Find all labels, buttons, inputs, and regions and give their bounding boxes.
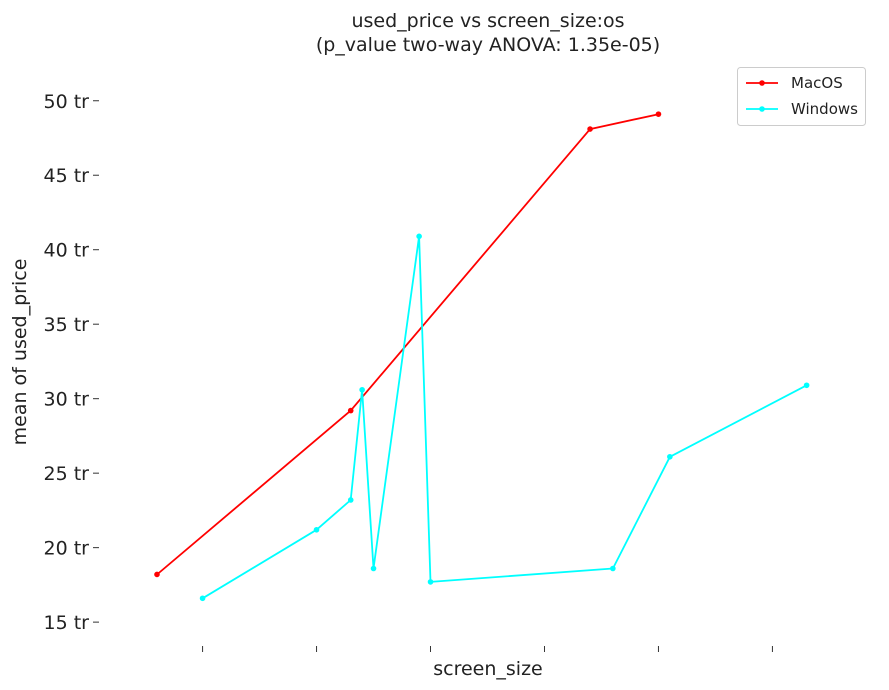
y-tick-label: 20 tr xyxy=(44,538,90,560)
data-point-windows xyxy=(199,595,206,602)
y-tick-label: 35 tr xyxy=(44,314,90,336)
chart-title: used_price vs screen_size:os xyxy=(351,10,624,32)
x-axis xyxy=(202,646,773,652)
legend-marker-macos xyxy=(759,80,765,86)
data-point-windows xyxy=(313,526,320,533)
y-tick-label: 15 tr xyxy=(44,612,90,634)
series-windows xyxy=(199,233,810,602)
data-point-windows xyxy=(370,565,377,572)
data-point-macos xyxy=(347,407,354,414)
y-tick-label: 50 tr xyxy=(44,91,90,113)
y-tick-label: 45 tr xyxy=(44,165,90,187)
data-point-windows xyxy=(359,386,365,393)
x-axis-label: screen_size xyxy=(433,658,543,680)
data-point-windows xyxy=(416,233,422,240)
data-point-windows xyxy=(427,579,434,585)
legend-label-macos: MacOS xyxy=(791,74,843,92)
series-macos xyxy=(154,111,662,578)
y-tick-label: 30 tr xyxy=(44,389,90,411)
y-tick-label: 40 tr xyxy=(44,240,90,262)
legend-marker-windows xyxy=(759,106,765,112)
chart-subtitle: (p_value two-way ANOVA: 1.35e-05) xyxy=(316,34,660,56)
y-axis-label: mean of used_price xyxy=(9,259,31,446)
series-line-macos xyxy=(156,113,659,576)
legend-label-windows: Windows xyxy=(791,100,858,118)
data-point-windows xyxy=(610,565,616,572)
data-point-windows xyxy=(667,453,673,460)
y-tick-label: 25 tr xyxy=(44,463,90,485)
data-point-windows xyxy=(803,382,810,389)
series-line-windows xyxy=(202,235,808,600)
y-axis: 15 tr 20 tr 25 tr 30 tr 35 tr 40 tr 45 tr 50 tr xyxy=(44,91,99,634)
data-point-macos xyxy=(655,111,662,117)
plot-area xyxy=(154,111,810,602)
data-point-macos xyxy=(154,571,160,578)
legend-box xyxy=(737,67,866,126)
data-point-windows xyxy=(347,497,354,503)
data-point-macos xyxy=(587,126,593,132)
legend: MacOS Windows xyxy=(737,67,866,126)
